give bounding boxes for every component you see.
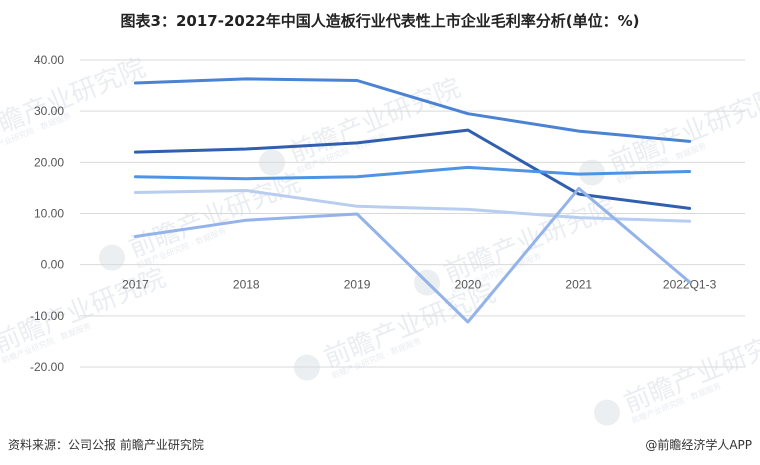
svg-text:前瞻产业研究院: 前瞻产业研究院 [440, 193, 620, 289]
y-tick-label: 30.00 [34, 104, 64, 118]
x-tick-label: 2018 [233, 278, 260, 292]
x-tick-label: 2021 [565, 278, 592, 292]
y-tick-label: 0.00 [41, 258, 65, 272]
x-tick-label: 2022Q1-3 [663, 278, 717, 292]
x-tick-label: 2020 [455, 278, 482, 292]
y-tick-label: 10.00 [34, 207, 64, 221]
source-note: 资料来源：公司公报 前瞻产业研究院 [8, 438, 204, 452]
series-line-4 [133, 189, 692, 223]
y-tick-label: -10.00 [30, 309, 64, 323]
grid-lines [80, 59, 745, 368]
svg-text:前瞻产业研究院: 前瞻产业研究院 [320, 278, 500, 374]
y-tick-label: 40.00 [34, 53, 64, 67]
brand-credit: @前瞻经济学人APP [645, 438, 752, 452]
x-tick-label: 2019 [344, 278, 371, 292]
y-tick-label: 20.00 [34, 155, 64, 169]
svg-text:前瞻产业研究院: 前瞻产业研究院 [125, 168, 305, 264]
footer: 资料来源：公司公报 前瞻产业研究院 @前瞻经济学人APP [8, 436, 752, 456]
series-line-5 [133, 186, 692, 324]
x-tick-label: 2017 [122, 278, 149, 292]
y-tick-label: -20.00 [30, 360, 64, 374]
series-line-2 [133, 128, 692, 210]
y-axis-ticks: 40.00 30.00 20.00 10.00 0.00 -10.00 -20.00 [30, 53, 64, 374]
chart-title: 图表3：2017-2022年中国人造板行业代表性上市企业毛利率分析(单位：%) [120, 12, 640, 30]
series-line-3 [133, 165, 692, 181]
x-axis-ticks: 2017 2018 2019 2020 2021 2022Q1-3 [122, 278, 717, 292]
svg-text:前瞻产业研究院: 前瞻产业研究院 [605, 83, 760, 179]
series-line-1 [133, 77, 692, 143]
series-lines [133, 77, 692, 324]
svg-text:前瞻产业研究院: 前瞻产业研究院 [620, 323, 760, 419]
